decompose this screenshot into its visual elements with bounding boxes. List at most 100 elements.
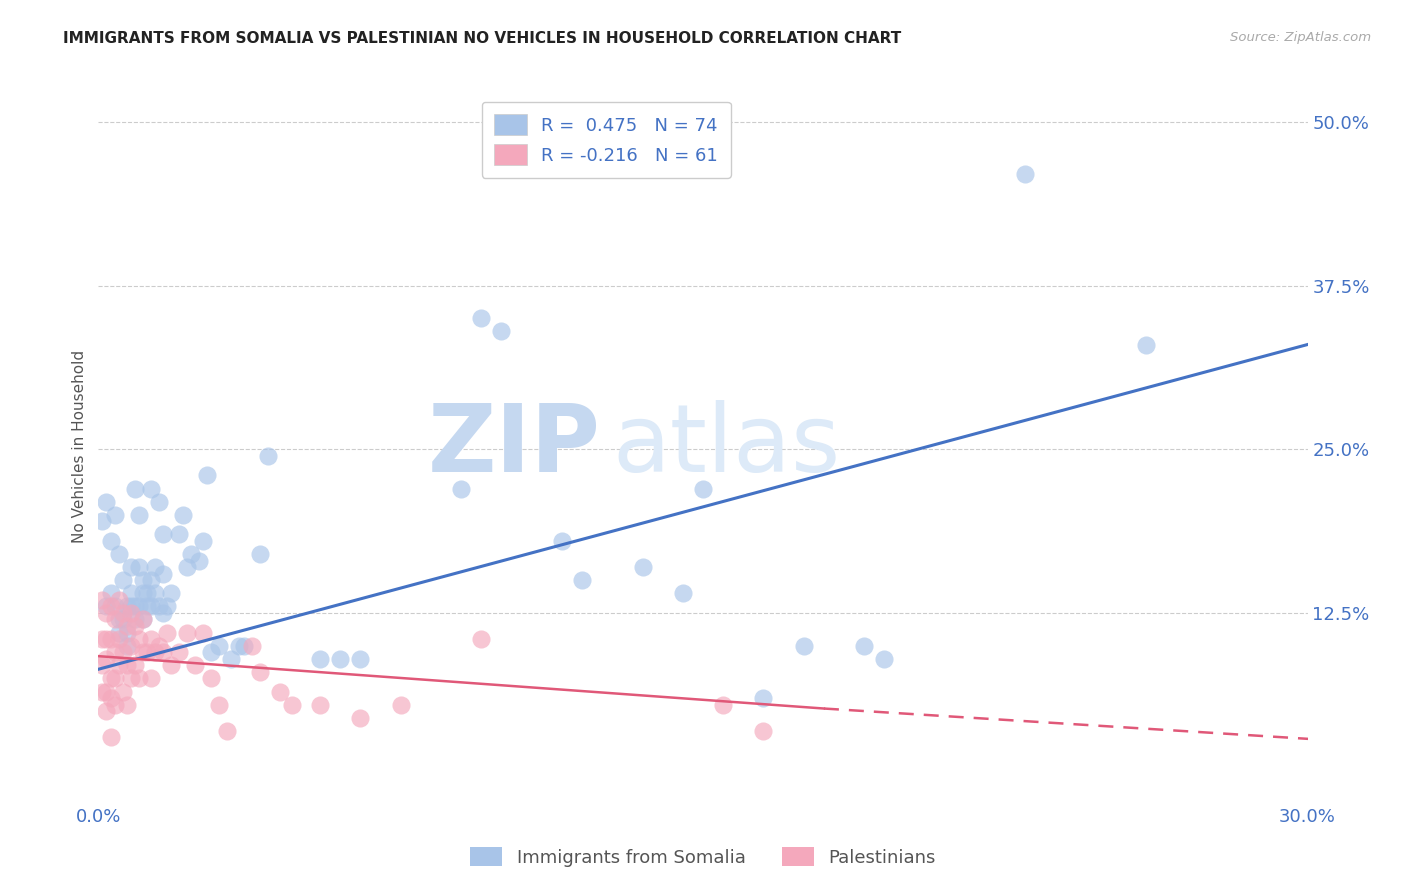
Y-axis label: No Vehicles in Household: No Vehicles in Household [72,350,87,542]
Point [1135,337,1157,351]
Point [309,698,332,712]
Point [135,586,157,600]
Text: IMMIGRANTS FROM SOMALIA VS PALESTINIAN NO VEHICLES IN HOUSEHOLD CORRELATION CHAR: IMMIGRANTS FROM SOMALIA VS PALESTINIAN N… [63,31,901,46]
Point [221,652,243,666]
Point [232,639,254,653]
Point [103,508,125,522]
Point [103,698,125,712]
Point [156,625,179,640]
Point [100,533,122,548]
Point [135,645,157,659]
Point [128,632,150,647]
Point [672,586,695,600]
Point [156,599,179,614]
Point [132,612,155,626]
Point [103,599,125,614]
Point [240,639,263,653]
Point [256,449,278,463]
Legend: R =  0.475   N = 74, R = -0.216   N = 61: R = 0.475 N = 74, R = -0.216 N = 61 [482,102,731,178]
Point [160,658,183,673]
Point [128,508,150,522]
Point [111,645,134,659]
Point [120,599,142,614]
Point [100,691,122,706]
Point [450,482,472,496]
Point [167,645,190,659]
Point [180,547,202,561]
Point [91,658,114,673]
Point [349,652,371,666]
Point [124,599,146,614]
Point [148,494,170,508]
Point [107,625,129,640]
Point [132,573,155,587]
Point [120,560,142,574]
Point [107,632,129,647]
Point [249,547,271,561]
Point [152,645,174,659]
Point [349,711,371,725]
Point [249,665,271,679]
Point [107,658,129,673]
Point [152,527,174,541]
Point [107,592,129,607]
Point [91,684,114,698]
Point [115,698,138,712]
Point [208,639,231,653]
Point [148,639,170,653]
Point [193,533,215,548]
Point [111,606,134,620]
Text: atlas: atlas [613,400,841,492]
Point [143,560,166,574]
Point [752,723,775,738]
Point [115,625,138,640]
Point [132,586,155,600]
Point [132,645,155,659]
Point [96,652,118,666]
Point [172,508,194,522]
Point [111,684,134,698]
Point [96,632,118,647]
Point [853,639,876,653]
Point [107,612,129,626]
Point [100,731,122,745]
Point [692,482,714,496]
Point [269,684,291,698]
Point [124,619,146,633]
Point [96,599,118,614]
Point [111,612,134,626]
Point [188,553,211,567]
Point [176,625,198,640]
Point [139,672,162,686]
Point [128,672,150,686]
Point [176,560,198,574]
Point [281,698,304,712]
Point [115,658,138,673]
Point [200,645,222,659]
Point [793,639,815,653]
Point [120,672,142,686]
Point [329,652,352,666]
Point [111,573,134,587]
Point [115,599,138,614]
Point [711,698,734,712]
Point [139,573,162,587]
Text: Source: ZipAtlas.com: Source: ZipAtlas.com [1230,31,1371,45]
Point [91,592,114,607]
Point [143,645,166,659]
Point [139,599,162,614]
Point [148,599,170,614]
Point [217,723,239,738]
Point [100,632,122,647]
Point [143,586,166,600]
Point [96,606,118,620]
Point [200,672,222,686]
Point [124,482,146,496]
Point [128,560,150,574]
Point [152,606,174,620]
Point [96,494,118,508]
Point [103,645,125,659]
Point [100,672,122,686]
Legend: Immigrants from Somalia, Palestinians: Immigrants from Somalia, Palestinians [463,840,943,874]
Point [752,691,775,706]
